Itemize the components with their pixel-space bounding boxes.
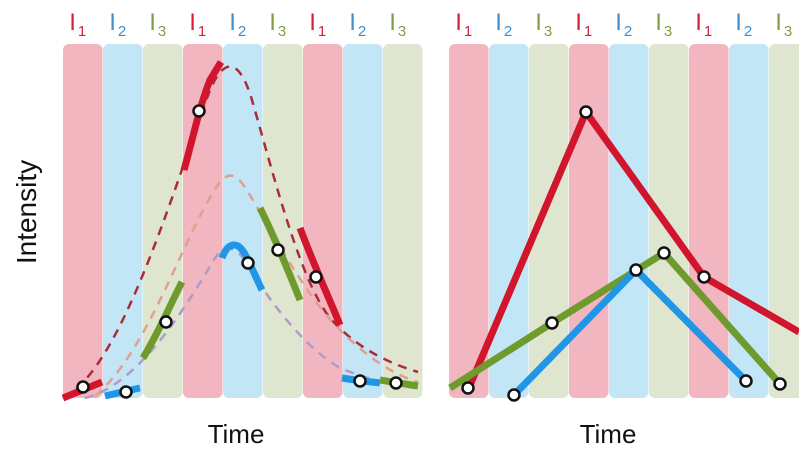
band-i3 (769, 44, 799, 398)
band-i2 (103, 44, 143, 398)
right-x-axis-label: Time (580, 419, 637, 449)
band-i3 (649, 44, 689, 398)
band-i3 (529, 44, 569, 398)
sample-marker (309, 270, 323, 284)
curve-i1-dashed (62, 65, 419, 400)
trace-i3 (448, 249, 783, 391)
trace-i1 (464, 108, 799, 392)
segment-i1-3 (296, 226, 344, 327)
sample-marker (76, 380, 90, 394)
sample-marker (697, 270, 711, 284)
curve-i3-dashed (94, 174, 419, 397)
sample-marker (629, 263, 643, 277)
left-panel-underlying-curves (62, 65, 419, 400)
right-panel-sample-markers (461, 105, 787, 402)
sample-marker (271, 243, 285, 257)
sample-marker (119, 385, 133, 399)
sample-marker (461, 381, 475, 395)
left-panel-sample-markers (76, 104, 403, 399)
sample-marker (241, 256, 255, 270)
sample-marker (507, 388, 521, 402)
band-i1 (569, 44, 609, 398)
sample-marker (579, 105, 593, 119)
segment-i2-2 (218, 241, 266, 292)
sample-marker (773, 377, 787, 391)
band-i2 (343, 44, 383, 398)
band-i3 (383, 44, 423, 398)
band-i1 (63, 44, 103, 398)
sample-marker (192, 104, 206, 118)
sample-marker (159, 315, 173, 329)
band-i3 (263, 44, 303, 398)
band-i2 (609, 44, 649, 398)
y-axis-label: Intensity (11, 160, 42, 264)
left-x-axis-label: Time (208, 419, 265, 449)
sample-marker (657, 246, 671, 260)
left-panel-bands (63, 44, 423, 398)
sample-marker (739, 374, 753, 388)
band-i2 (223, 44, 263, 398)
band-i1 (449, 44, 489, 398)
band-i3 (143, 44, 183, 398)
segment-i3-2 (256, 206, 304, 302)
sample-marker (545, 316, 559, 330)
segment-i2-3 (341, 374, 381, 387)
sample-marker (389, 376, 403, 390)
sample-marker (353, 374, 367, 388)
